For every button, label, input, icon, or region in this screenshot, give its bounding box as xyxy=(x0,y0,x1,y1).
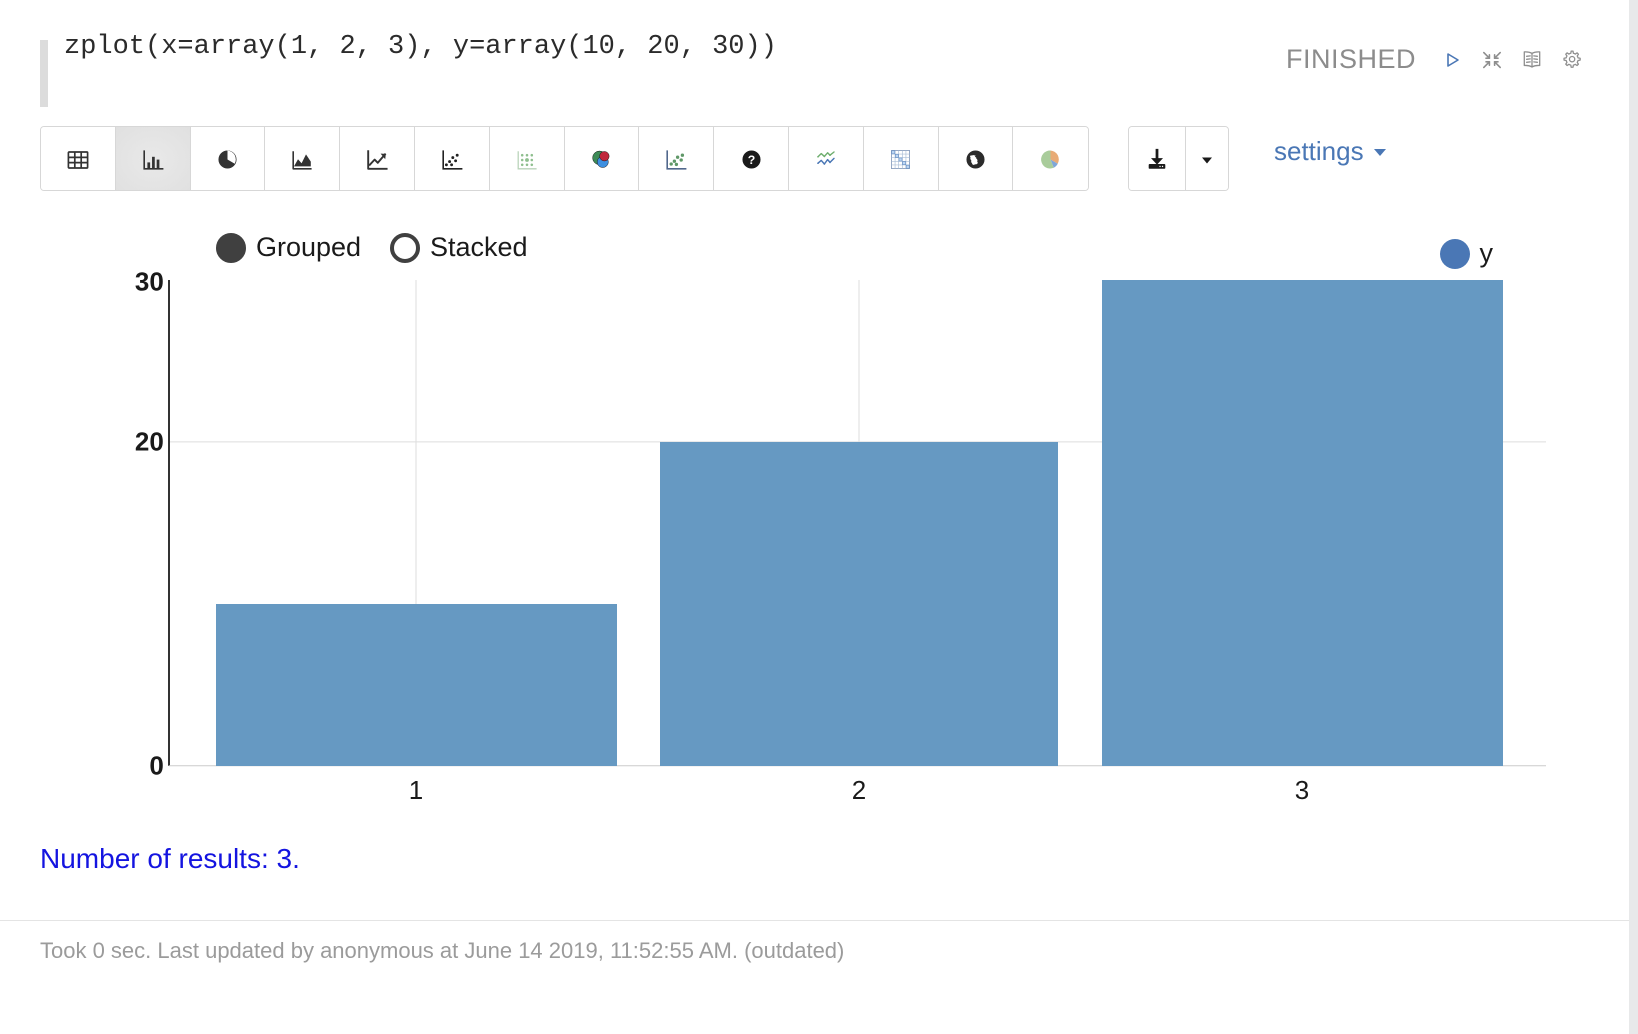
svg-text:?: ? xyxy=(747,153,755,167)
